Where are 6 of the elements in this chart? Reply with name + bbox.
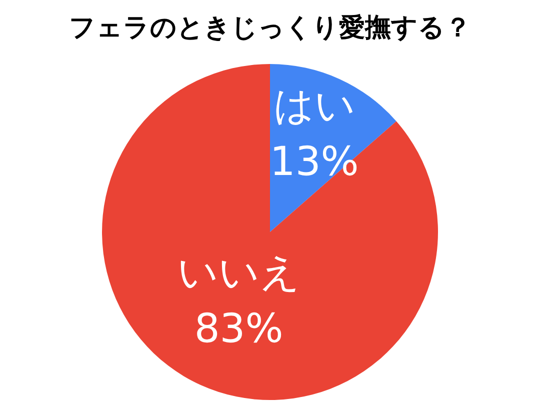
data-label: 83% — [194, 306, 284, 352]
slice-label: はい — [273, 83, 356, 130]
chart-title: フェラのときじっくり愛撫する？ — [69, 13, 471, 43]
data-label: 13% — [270, 139, 359, 186]
slice-label: いいえ — [177, 250, 300, 296]
pie-slice — [102, 64, 438, 400]
